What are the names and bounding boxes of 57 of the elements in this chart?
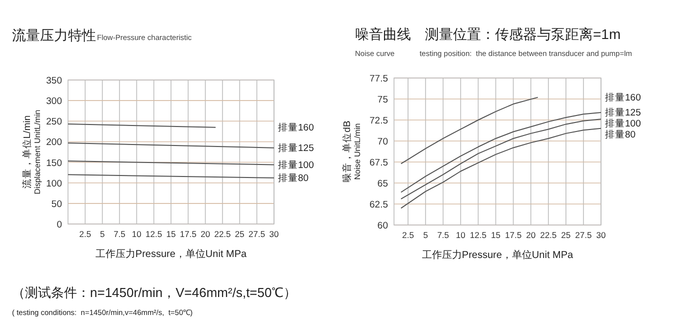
x-tick-label: 2.5 [79, 229, 92, 239]
series-label: 排量125 [278, 142, 314, 154]
y-tick-label: 67.5 [370, 158, 388, 168]
xlabel: 工作压力Pressure，单位Unit MPa [422, 250, 574, 261]
y-tick-label: 350 [46, 76, 62, 86]
x-tick-label: 27.5 [575, 230, 592, 240]
x-tick-label: 17.5 [505, 230, 522, 240]
x-tick-label: 15 [491, 230, 501, 240]
x-tick-label: 22.5 [540, 230, 557, 240]
title: 噪音曲线 测量位置：传感器与泵距离=1m [355, 26, 621, 42]
y-tick-label: 300 [46, 96, 62, 108]
y-tick-label: 75 [377, 94, 388, 106]
x-tick-label: 12.5 [470, 230, 487, 240]
x-tick-label: 22.5 [214, 229, 232, 239]
x-tick-label: 30 [269, 229, 279, 239]
x-tick-label: 10 [132, 229, 142, 239]
y-tick-label: 72.5 [370, 116, 388, 126]
series-label: 排量80 [605, 129, 636, 140]
x-tick-label: 7.5 [114, 229, 126, 239]
x-tick-label: 7.5 [437, 230, 450, 240]
ylabel: 噪音，单位dB [342, 120, 353, 182]
series-label: 排量80 [278, 172, 309, 184]
y-tick-label: 200 [46, 137, 62, 148]
x-tick-label: 27.5 [248, 229, 266, 239]
series-label: 排量160 [278, 122, 314, 134]
x-tick-label: 12.5 [146, 229, 162, 239]
y-tick-label: 250 [46, 116, 62, 128]
ylabel: 流量，单位L/min [22, 115, 33, 189]
y-tick-label: 70 [377, 136, 388, 148]
x-tick-label: 25 [234, 229, 245, 239]
x-tick-label: 20 [526, 230, 536, 240]
y-tick-label: 60 [377, 220, 388, 232]
ylabel: Displacement UnitL/min [33, 110, 42, 194]
x-tick-label: 10 [456, 230, 466, 240]
y-tick-label: 150 [46, 158, 62, 169]
x-tick-label: 5 [100, 229, 105, 239]
x-tick-label: 17.5 [180, 229, 197, 239]
annotation: （测试条件：n=1450r/min，V=46mm²/s,t=50℃） [12, 285, 297, 300]
title: 流量压力特性 [12, 27, 96, 43]
y-tick-label: 65 [377, 178, 388, 190]
y-tick-label: 100 [46, 178, 62, 190]
y-tick-label: 50 [51, 198, 62, 210]
x-tick-label: 20 [200, 229, 210, 239]
xlabel: 工作压力Pressure，单位Unit MPa [95, 249, 247, 260]
x-tick-label: 5 [423, 230, 428, 240]
series-label: 排量100 [278, 160, 314, 171]
y-tick-label: 77.5 [370, 74, 388, 84]
series-label: 排量100 [605, 118, 641, 130]
x-tick-label: 30 [596, 230, 606, 240]
y-tick-label: 0 [56, 220, 62, 230]
x-tick-label: 25 [561, 230, 571, 240]
x-tick-label: 15 [166, 229, 176, 239]
series-label: 排量160 [605, 92, 641, 104]
y-tick-label: 62.5 [370, 200, 388, 210]
x-tick-label: 2.5 [402, 230, 414, 240]
series-label: 排量125 [605, 107, 641, 118]
ylabel: Noise UnitL/min [353, 123, 362, 180]
